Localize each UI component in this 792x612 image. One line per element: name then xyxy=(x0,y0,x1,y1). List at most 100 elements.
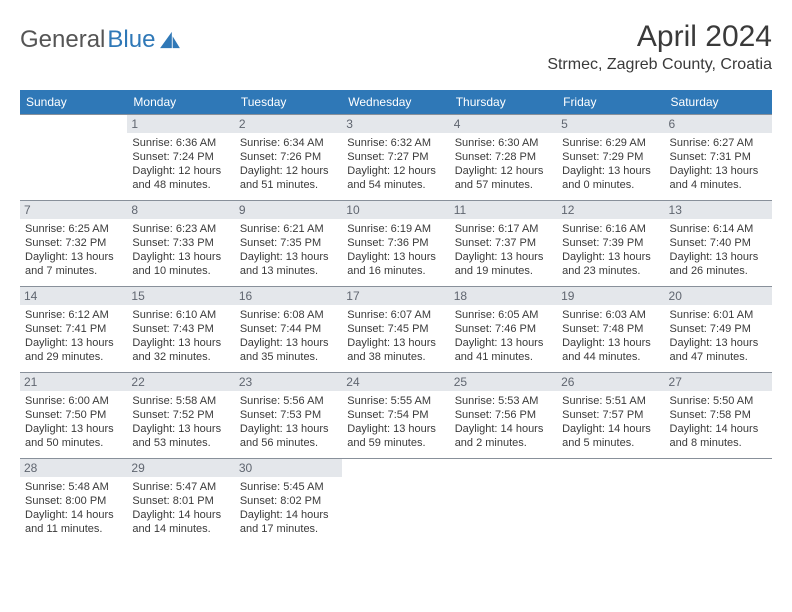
day-number: 18 xyxy=(450,287,557,305)
calendar-cell: 29Sunrise: 5:47 AMSunset: 8:01 PMDayligh… xyxy=(127,459,234,545)
daylight-line-1: Daylight: 12 hours xyxy=(240,164,337,178)
day-number: 14 xyxy=(20,287,127,305)
calendar-cell: 3 Sunrise: 6:32 AMSunset: 7:27 PMDaylight… xyxy=(342,115,449,201)
day-header-row: Sunday Monday Tuesday Wednesday Thursday… xyxy=(20,90,772,115)
calendar-cell: 1Sunrise: 6:36 AMSunset: 7:24 PMDaylight… xyxy=(127,115,234,201)
day-number: 21 xyxy=(20,373,127,391)
daylight-line-1: Daylight: 13 hours xyxy=(347,250,444,264)
sunrise-line: Sunrise: 6:34 AM xyxy=(240,136,337,150)
sunset-line: Sunset: 7:39 PM xyxy=(562,236,659,250)
daylight-line-2: and 7 minutes. xyxy=(25,264,122,278)
sunset-line: Sunset: 7:36 PM xyxy=(347,236,444,250)
day-header: Sunday xyxy=(20,90,127,115)
daylight-line-2: and 32 minutes. xyxy=(132,350,229,364)
sunset-line: Sunset: 7:56 PM xyxy=(455,408,552,422)
sunrise-line: Sunrise: 5:53 AM xyxy=(455,394,552,408)
sunrise-line: Sunrise: 6:21 AM xyxy=(240,222,337,236)
calendar-cell: 21Sunrise: 6:00 AMSunset: 7:50 PMDayligh… xyxy=(20,373,127,459)
brand-sail-icon xyxy=(159,31,181,49)
daylight-line-1: Daylight: 12 hours xyxy=(455,164,552,178)
daylight-line-2: and 2 minutes. xyxy=(455,436,552,450)
day-number: 13 xyxy=(665,201,772,219)
day-header: Tuesday xyxy=(235,90,342,115)
day-number: 29 xyxy=(127,459,234,477)
month-year: April 2024 xyxy=(547,20,772,54)
sunrise-line: Sunrise: 6:00 AM xyxy=(25,394,122,408)
calendar-cell: 20Sunrise: 6:01 AMSunset: 7:49 PMDayligh… xyxy=(665,287,772,373)
daylight-line-2: and 59 minutes. xyxy=(347,436,444,450)
sunrise-line: Sunrise: 6:16 AM xyxy=(562,222,659,236)
sunrise-line: Sunrise: 6:12 AM xyxy=(25,308,122,322)
brand-text-1: General xyxy=(20,26,105,54)
calendar-cell xyxy=(665,459,772,545)
day-header: Monday xyxy=(127,90,234,115)
day-number: 6 xyxy=(665,115,772,133)
day-number: 19 xyxy=(557,287,664,305)
calendar-cell: 11Sunrise: 6:17 AMSunset: 7:37 PMDayligh… xyxy=(450,201,557,287)
calendar-cell xyxy=(342,459,449,545)
day-number: 7 xyxy=(20,201,127,219)
day-header: Thursday xyxy=(450,90,557,115)
brand-logo: GeneralBlue xyxy=(20,26,181,54)
sunset-line: Sunset: 7:43 PM xyxy=(132,322,229,336)
sunrise-line: Sunrise: 6:14 AM xyxy=(670,222,767,236)
sunset-line: Sunset: 7:29 PM xyxy=(562,150,659,164)
sunset-line: Sunset: 7:33 PM xyxy=(132,236,229,250)
daylight-line-2: and 56 minutes. xyxy=(240,436,337,450)
sunrise-line: Sunrise: 5:58 AM xyxy=(132,394,229,408)
daylight-line-2: and 44 minutes. xyxy=(562,350,659,364)
daylight-line-1: Daylight: 13 hours xyxy=(25,250,122,264)
sunset-line: Sunset: 7:58 PM xyxy=(670,408,767,422)
calendar-cell: 5Sunrise: 6:29 AMSunset: 7:29 PMDaylight… xyxy=(557,115,664,201)
location: Strmec, Zagreb County, Croatia xyxy=(547,56,772,74)
sunset-line: Sunset: 7:27 PM xyxy=(347,150,444,164)
sunrise-line: Sunrise: 6:07 AM xyxy=(347,308,444,322)
daylight-line-1: Daylight: 13 hours xyxy=(240,250,337,264)
sunrise-line: Sunrise: 6:29 AM xyxy=(562,136,659,150)
daylight-line-1: Daylight: 13 hours xyxy=(562,164,659,178)
calendar-week-row: 14Sunrise: 6:12 AMSunset: 7:41 PMDayligh… xyxy=(20,287,772,373)
sunset-line: Sunset: 7:48 PM xyxy=(562,322,659,336)
calendar-cell: 27Sunrise: 5:50 AMSunset: 7:58 PMDayligh… xyxy=(665,373,772,459)
sunrise-line: Sunrise: 6:23 AM xyxy=(132,222,229,236)
sunrise-line: Sunrise: 6:36 AM xyxy=(132,136,229,150)
sunrise-line: Sunrise: 6:32 AM xyxy=(347,136,444,150)
day-number: 3 xyxy=(342,115,449,133)
day-number: 10 xyxy=(342,201,449,219)
daylight-line-1: Daylight: 12 hours xyxy=(347,164,444,178)
daylight-line-1: Daylight: 13 hours xyxy=(25,336,122,350)
daylight-line-2: and 19 minutes. xyxy=(455,264,552,278)
sunrise-line: Sunrise: 6:10 AM xyxy=(132,308,229,322)
day-number: 16 xyxy=(235,287,342,305)
sunset-line: Sunset: 7:49 PM xyxy=(670,322,767,336)
daylight-line-2: and 4 minutes. xyxy=(670,178,767,192)
calendar-cell: 10Sunrise: 6:19 AMSunset: 7:36 PMDayligh… xyxy=(342,201,449,287)
day-number: 1 xyxy=(127,115,234,133)
sunset-line: Sunset: 7:32 PM xyxy=(25,236,122,250)
day-number: 9 xyxy=(235,201,342,219)
daylight-line-1: Daylight: 13 hours xyxy=(455,336,552,350)
daylight-line-2: and 35 minutes. xyxy=(240,350,337,364)
day-number: 22 xyxy=(127,373,234,391)
daylight-line-1: Daylight: 13 hours xyxy=(240,422,337,436)
calendar-week-row: 1 Sunrise: 6:36 AMSunset: 7:24 PM Daylight… xyxy=(20,115,772,201)
sunset-line: Sunset: 7:50 PM xyxy=(25,408,122,422)
calendar-cell: 15Sunrise: 6:10 AMSunset: 7:43 PMDayligh… xyxy=(127,287,234,373)
sunset-line: Sunset: 7:52 PM xyxy=(132,408,229,422)
daylight-line-2: and 23 minutes. xyxy=(562,264,659,278)
daylight-line-1: Daylight: 13 hours xyxy=(347,336,444,350)
sunset-line: Sunset: 7:24 PM xyxy=(132,150,229,164)
daylight-line-2: and 26 minutes. xyxy=(670,264,767,278)
daylight-line-2: and 13 minutes. xyxy=(240,264,337,278)
sunset-line: Sunset: 7:26 PM xyxy=(240,150,337,164)
sunrise-line: Sunrise: 5:45 AM xyxy=(240,480,337,494)
daylight-line-2: and 5 minutes. xyxy=(562,436,659,450)
sunset-line: Sunset: 7:57 PM xyxy=(562,408,659,422)
day-number: 12 xyxy=(557,201,664,219)
day-number: 17 xyxy=(342,287,449,305)
sunrise-line: Sunrise: 6:30 AM xyxy=(455,136,552,150)
day-header: Wednesday xyxy=(342,90,449,115)
sunrise-line: Sunrise: 6:03 AM xyxy=(562,308,659,322)
calendar-cell: 22Sunrise: 5:58 AMSunset: 7:52 PMDayligh… xyxy=(127,373,234,459)
calendar-cell: 4Sunrise: 6:30 AMSunset: 7:28 PMDaylight… xyxy=(450,115,557,201)
